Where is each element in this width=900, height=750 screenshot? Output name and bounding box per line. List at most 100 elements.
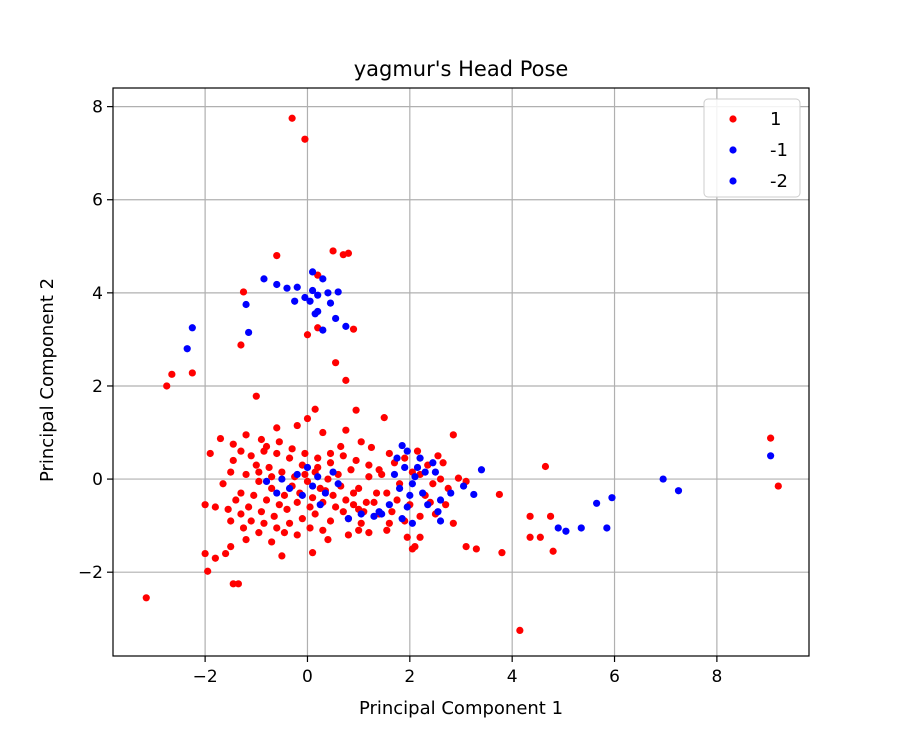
data-point bbox=[301, 449, 309, 458]
y-tick-label: −2 bbox=[78, 563, 103, 583]
data-point bbox=[462, 542, 470, 551]
data-point bbox=[301, 135, 309, 143]
series-1 bbox=[142, 114, 782, 634]
data-point bbox=[319, 326, 327, 334]
data-point bbox=[250, 491, 258, 499]
data-points bbox=[142, 114, 782, 634]
data-point bbox=[403, 447, 411, 455]
data-point bbox=[357, 519, 365, 527]
data-point bbox=[554, 524, 562, 532]
data-point bbox=[303, 463, 312, 472]
data-point bbox=[416, 454, 424, 462]
data-point bbox=[201, 501, 209, 509]
data-point bbox=[324, 289, 332, 297]
data-point bbox=[393, 496, 401, 504]
data-point bbox=[342, 322, 350, 330]
data-point bbox=[434, 452, 442, 460]
data-point bbox=[288, 114, 296, 122]
data-point bbox=[301, 293, 309, 302]
data-point bbox=[659, 475, 667, 483]
data-point bbox=[319, 275, 327, 283]
data-point bbox=[306, 297, 314, 305]
data-point bbox=[293, 421, 301, 430]
data-point bbox=[221, 549, 230, 558]
data-point bbox=[227, 468, 235, 476]
data-point bbox=[385, 449, 393, 458]
data-point bbox=[449, 431, 457, 439]
data-point bbox=[142, 594, 150, 602]
data-point bbox=[285, 519, 294, 527]
data-point bbox=[211, 554, 219, 562]
data-point bbox=[293, 283, 301, 291]
y-tick-label: 4 bbox=[92, 284, 103, 304]
data-point bbox=[262, 477, 271, 486]
data-point bbox=[416, 512, 424, 520]
data-point bbox=[273, 252, 281, 260]
data-point bbox=[357, 510, 365, 518]
data-point bbox=[183, 345, 191, 353]
data-point bbox=[352, 456, 360, 465]
legend-marker bbox=[729, 146, 737, 154]
data-point bbox=[434, 508, 442, 516]
data-point bbox=[227, 517, 235, 525]
data-point bbox=[449, 519, 457, 527]
data-point bbox=[321, 489, 329, 497]
data-point bbox=[204, 567, 212, 575]
x-tick-label: 2 bbox=[404, 667, 415, 687]
data-point bbox=[275, 501, 283, 509]
data-point bbox=[275, 438, 283, 446]
data-point bbox=[383, 489, 391, 497]
data-point bbox=[273, 424, 281, 432]
data-point bbox=[237, 447, 245, 455]
data-point bbox=[436, 475, 445, 483]
data-point bbox=[424, 501, 432, 509]
data-point bbox=[262, 496, 271, 504]
x-tick-label: 8 bbox=[711, 667, 722, 687]
data-point bbox=[206, 449, 214, 458]
legend-label: 1 bbox=[770, 109, 781, 130]
data-point bbox=[211, 503, 219, 511]
data-point bbox=[237, 510, 245, 518]
data-point bbox=[201, 549, 209, 558]
data-point bbox=[370, 512, 378, 520]
data-point bbox=[278, 475, 286, 483]
legend-box bbox=[703, 98, 801, 198]
data-point bbox=[332, 314, 340, 323]
data-point bbox=[306, 503, 314, 511]
data-point bbox=[247, 517, 255, 525]
data-point bbox=[308, 286, 317, 295]
data-point bbox=[308, 549, 317, 557]
data-point bbox=[413, 447, 422, 455]
data-point bbox=[370, 498, 378, 506]
data-point bbox=[273, 489, 281, 497]
legend: 1 -1 -2 bbox=[703, 98, 801, 198]
data-point bbox=[303, 331, 312, 339]
data-point bbox=[260, 275, 268, 283]
plot-frame bbox=[112, 87, 810, 657]
data-point bbox=[245, 328, 253, 337]
data-point bbox=[308, 268, 317, 276]
grid bbox=[113, 88, 809, 656]
data-point bbox=[416, 533, 424, 541]
data-point bbox=[526, 512, 534, 520]
data-point bbox=[268, 538, 276, 546]
data-point bbox=[242, 431, 250, 439]
data-point bbox=[401, 454, 409, 462]
data-point bbox=[367, 443, 376, 452]
data-point bbox=[257, 435, 266, 444]
data-point bbox=[349, 501, 358, 509]
data-point bbox=[260, 519, 268, 527]
data-point bbox=[252, 461, 260, 469]
data-point bbox=[390, 470, 399, 479]
data-point bbox=[268, 473, 276, 481]
data-point bbox=[314, 463, 322, 472]
data-point bbox=[393, 454, 401, 462]
data-point bbox=[380, 414, 388, 422]
data-point bbox=[285, 484, 294, 492]
data-point bbox=[562, 527, 570, 535]
data-point bbox=[255, 468, 263, 476]
data-point bbox=[224, 505, 232, 513]
data-point bbox=[314, 473, 322, 481]
data-point bbox=[436, 496, 445, 504]
